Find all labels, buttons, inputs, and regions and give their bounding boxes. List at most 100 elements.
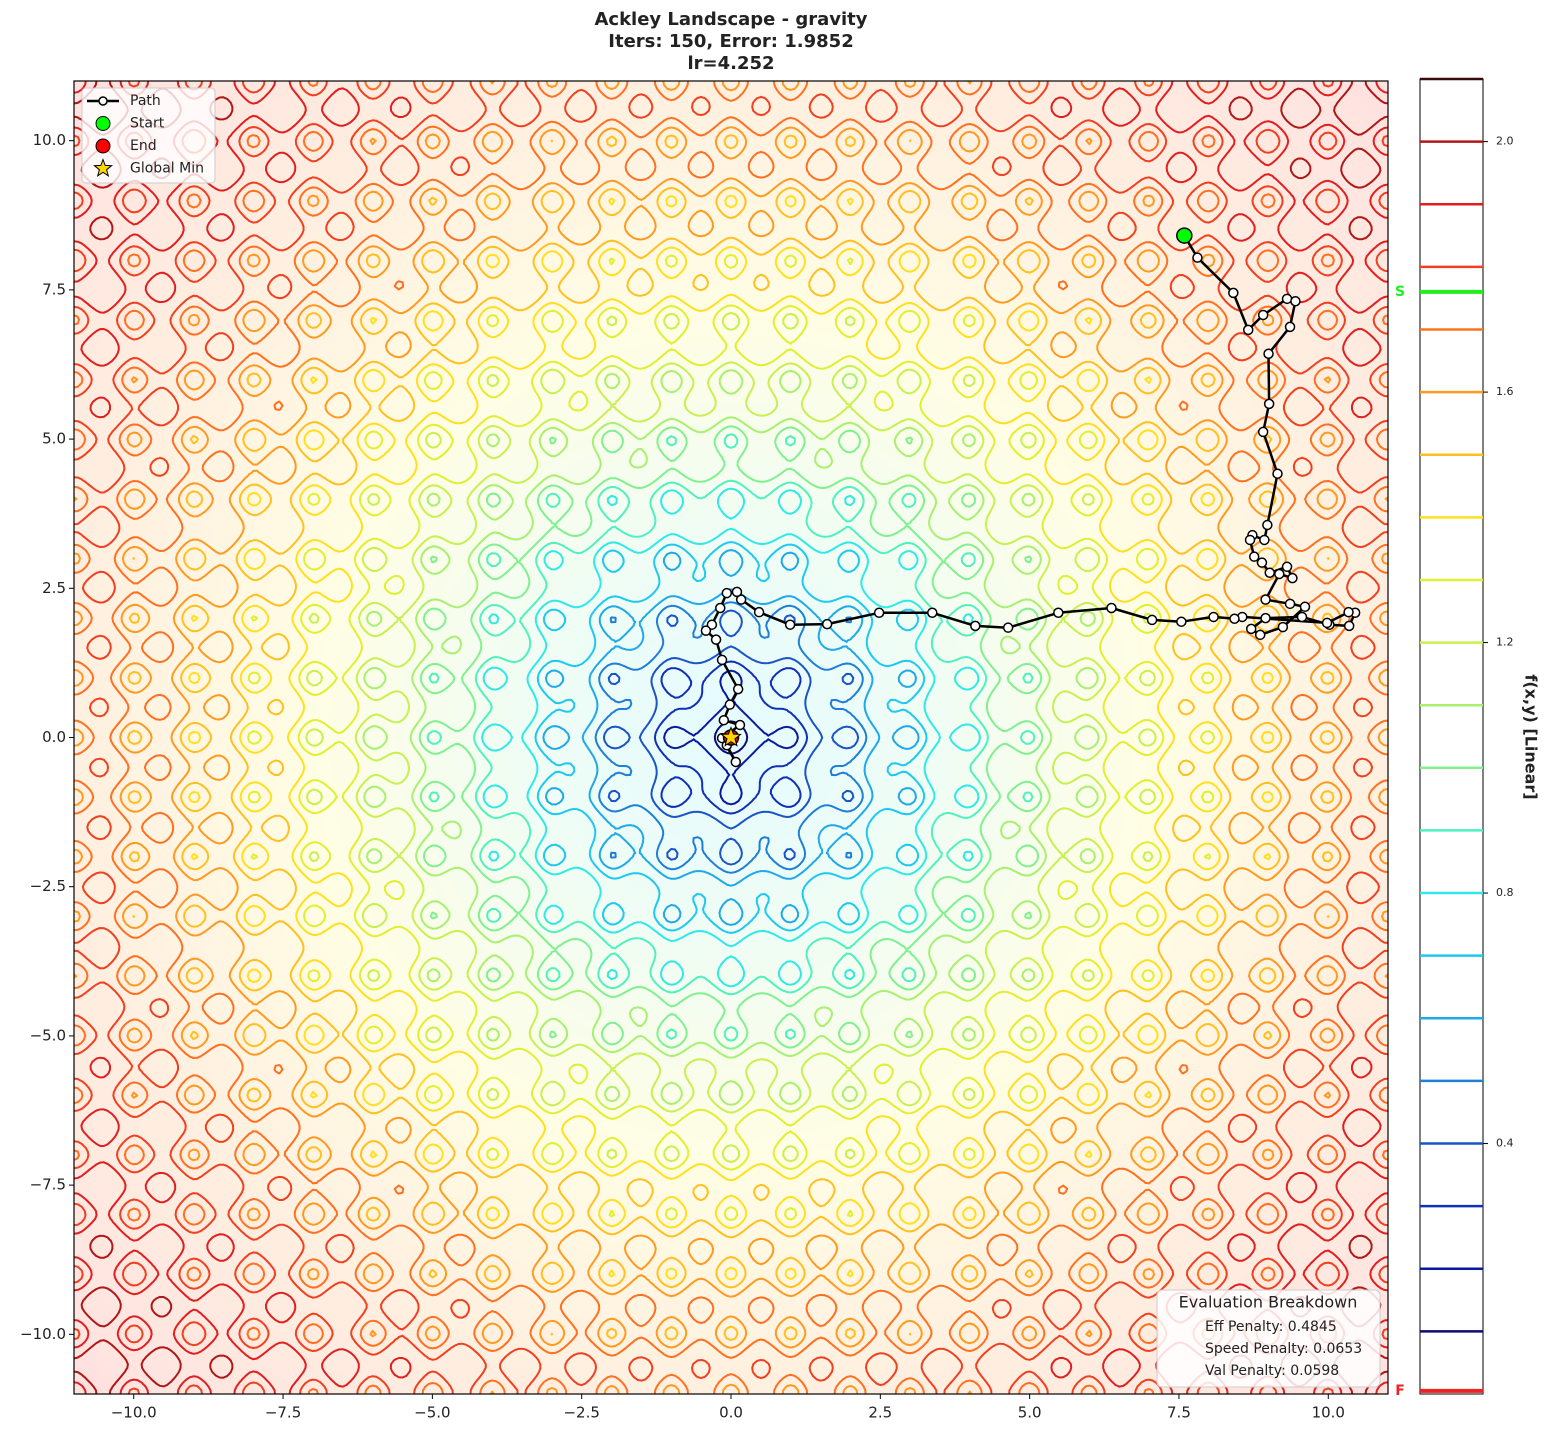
- colorbar-tick-label: 1.6: [1496, 385, 1514, 398]
- chart-title: Iters: 150, Error: 1.9852: [608, 31, 853, 52]
- contour-line: [247, 253, 1215, 1222]
- y-tick-label: 7.5: [42, 280, 66, 298]
- contour-line: [362, 369, 1100, 1106]
- path-point: [734, 719, 746, 731]
- path-point: [1284, 321, 1296, 333]
- y-tick-label: 0.0: [42, 728, 66, 746]
- path-point: [1281, 561, 1293, 573]
- annotation-box: [1156, 1289, 1381, 1388]
- path-point: [1343, 620, 1355, 632]
- path-point: [784, 619, 796, 630]
- colorbar-tick-label: 1.2: [1496, 636, 1514, 649]
- path-point: [1254, 629, 1266, 641]
- path-point: [1260, 612, 1271, 624]
- path-point: [1208, 611, 1219, 623]
- legend: Path Start End Global Min: [81, 87, 216, 184]
- legend-label: Global Min: [130, 161, 204, 177]
- colorbar-tick-label: 0.8: [1496, 886, 1514, 899]
- contour-line: [663, 669, 799, 806]
- path-point: [970, 620, 981, 632]
- path-point: [821, 618, 833, 630]
- marker-start: [1176, 227, 1193, 244]
- path-point: [735, 594, 747, 605]
- contour-line: [305, 312, 1157, 1163]
- colorbar-label: f(x,y) [Linear]: [1522, 674, 1541, 799]
- contour-line: [74, 81, 1388, 1394]
- colorbar-marker-label: S: [1395, 284, 1405, 300]
- legend-marker: [95, 138, 111, 154]
- legend-marker: [95, 116, 111, 131]
- path-point: [1248, 551, 1260, 562]
- path-point: [1343, 606, 1354, 618]
- colorbar: f(x,y) [Linear] 0.4 0.8 1.2 1.6 2.0 S F: [1395, 77, 1541, 1399]
- path-point: [1244, 534, 1256, 546]
- legend-marker: [93, 158, 113, 177]
- x-tick-label: 2.5: [868, 1404, 892, 1422]
- path-point: [1296, 611, 1308, 623]
- path-point: [1257, 426, 1269, 438]
- path-point: [1281, 293, 1293, 305]
- path-point: [1002, 622, 1014, 633]
- x-tick-label: 0.0: [719, 1404, 743, 1422]
- path-point: [927, 607, 938, 619]
- path-point: [753, 606, 765, 618]
- y-tick-label: 5.0: [42, 430, 66, 448]
- annotation-line: Eff Penalty: 0.4845: [1205, 1319, 1337, 1335]
- y-tick-label: −10.0: [20, 1325, 66, 1343]
- x-tick-label: −10.0: [111, 1404, 157, 1422]
- x-tick-label: −5.0: [414, 1404, 450, 1422]
- legend-label: Start: [130, 116, 165, 132]
- marker-star: [720, 726, 742, 747]
- y-tick-label: −5.0: [30, 1026, 66, 1044]
- contour-line: [534, 541, 928, 934]
- x-tick-label: −2.5: [563, 1404, 599, 1422]
- chart-title: lr=4.252: [687, 53, 774, 74]
- path-point: [1263, 348, 1274, 359]
- legend-label: Path: [130, 93, 161, 109]
- chart-title: Ackley Landscape - gravity: [594, 9, 867, 30]
- path-point: [1053, 607, 1064, 619]
- colorbar-marker-label: F: [1395, 1383, 1405, 1399]
- path-point: [1299, 601, 1311, 613]
- path-point: [1242, 324, 1254, 336]
- y-tick-label: −2.5: [30, 877, 66, 895]
- path-point: [1262, 519, 1273, 531]
- path-point: [1176, 616, 1187, 627]
- x-tick-label: 10.0: [1312, 1404, 1345, 1422]
- path-point: [1264, 567, 1275, 579]
- contour-line: [426, 433, 1036, 1042]
- path-point: [716, 654, 728, 666]
- path-point: [1259, 534, 1270, 546]
- contour-line: [418, 425, 1044, 1050]
- path-point: [706, 619, 718, 630]
- path-layer: [700, 227, 1361, 768]
- contour-line: [74, 81, 1388, 1394]
- y-tick-label: 10.0: [33, 131, 66, 149]
- legend-path-point: [98, 96, 108, 106]
- legend-box: [81, 87, 216, 184]
- path-point: [721, 587, 733, 599]
- path-point: [873, 607, 885, 619]
- colorbar-tick-label: 0.4: [1496, 1137, 1514, 1150]
- y-tick-label: −7.5: [30, 1176, 66, 1194]
- path-point: [1229, 613, 1240, 624]
- path-point: [1272, 468, 1283, 479]
- legend-label: End: [130, 138, 157, 154]
- path-point: [1287, 572, 1298, 584]
- path-point: [718, 714, 730, 726]
- contour-line: [187, 194, 1275, 1281]
- colorbar-tick-label: 2.0: [1496, 135, 1514, 148]
- x-tick-label: −7.5: [265, 1404, 301, 1422]
- path-point: [1228, 287, 1239, 299]
- path-point: [710, 634, 722, 645]
- path-point: [1277, 621, 1289, 633]
- path-point: [1146, 614, 1158, 626]
- annotation-title: Evaluation Breakdown: [1179, 1293, 1358, 1312]
- path-point: [1263, 398, 1275, 410]
- path-point: [1290, 295, 1301, 307]
- path-point: [714, 602, 726, 614]
- path-point: [1106, 602, 1117, 614]
- contour-line: [653, 660, 809, 815]
- path-point: [1284, 598, 1296, 610]
